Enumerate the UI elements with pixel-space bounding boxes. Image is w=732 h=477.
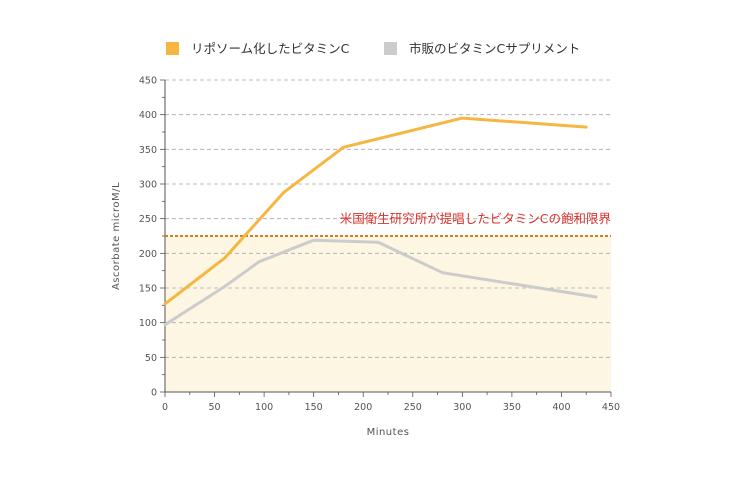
y-tick-label: 50 bbox=[145, 353, 157, 364]
y-tick-label: 200 bbox=[139, 249, 157, 260]
x-tick-label: 350 bbox=[503, 402, 521, 413]
legend-label-liposomal: リポソーム化したビタミンC bbox=[191, 41, 350, 56]
tick-labels: 0 50 100 150 200 250 300 350 400 450 0 50 100 150 200 2… bbox=[139, 76, 620, 414]
x-tick-label: 300 bbox=[453, 402, 471, 413]
y-tick-label: 150 bbox=[139, 284, 157, 295]
y-tick-label: 0 bbox=[151, 388, 157, 399]
y-tick-label: 450 bbox=[139, 76, 157, 87]
legend: リポソーム化したビタミンC 市販のビタミンCサプリメント bbox=[166, 41, 580, 56]
liposomal-vitamin-c-line bbox=[163, 116, 588, 306]
legend-label-commercial: 市販のビタミンCサプリメント bbox=[409, 41, 580, 56]
series-lines bbox=[163, 116, 598, 327]
y-axis-title: Ascorbate microM/L bbox=[111, 182, 122, 290]
x-tick-label: 250 bbox=[404, 402, 422, 413]
x-tick-label: 150 bbox=[305, 402, 323, 413]
x-tick-label: 0 bbox=[162, 402, 168, 413]
x-tick-label: 100 bbox=[255, 402, 273, 413]
x-tick-label: 50 bbox=[209, 402, 221, 413]
y-tick-label: 400 bbox=[139, 110, 157, 121]
commercial-supplement-line bbox=[163, 238, 598, 327]
threshold-label: 米国衛生研究所が提唱したビタミンCの飽和限界 bbox=[340, 211, 612, 226]
y-tick-label: 250 bbox=[139, 214, 157, 225]
x-axis-title: Minutes bbox=[367, 427, 410, 438]
axes bbox=[160, 79, 612, 397]
x-tick-label: 400 bbox=[552, 402, 570, 413]
y-tick-label: 300 bbox=[139, 180, 157, 191]
y-tick-label: 350 bbox=[139, 145, 157, 156]
y-tick-label: 100 bbox=[139, 318, 157, 329]
x-tick-label: 200 bbox=[354, 402, 372, 413]
saturation-zone bbox=[165, 236, 611, 392]
x-tick-label: 450 bbox=[602, 402, 620, 413]
legend-swatch-commercial bbox=[384, 42, 397, 55]
legend-swatch-liposomal bbox=[166, 42, 179, 55]
